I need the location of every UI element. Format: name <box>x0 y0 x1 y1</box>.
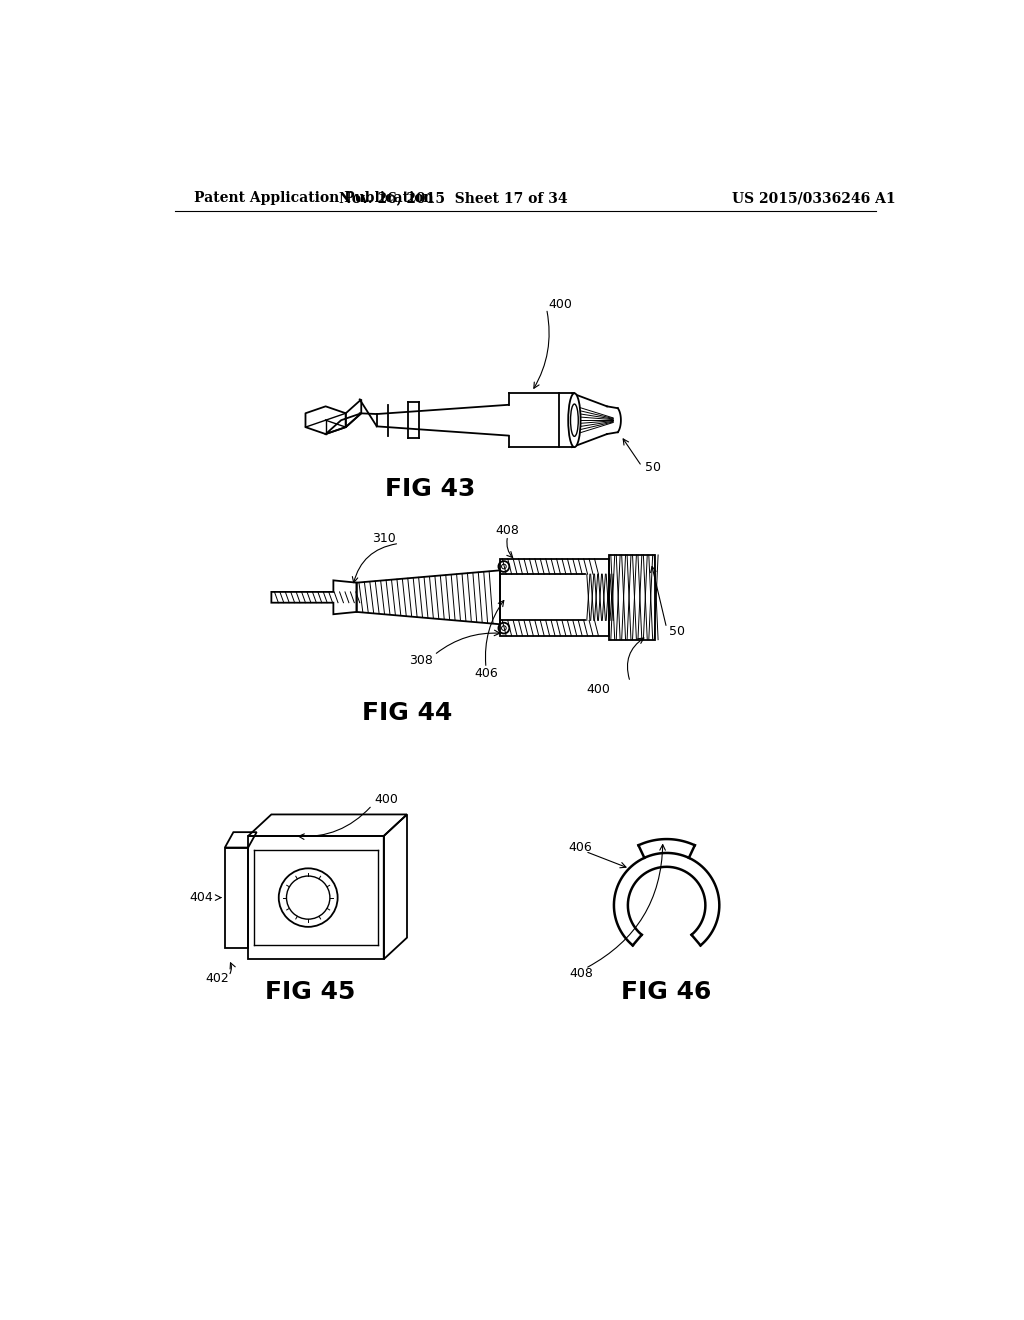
Text: 310: 310 <box>372 532 395 545</box>
Text: 400: 400 <box>549 298 572 312</box>
Text: 404: 404 <box>189 891 213 904</box>
Text: Patent Application Publication: Patent Application Publication <box>194 191 433 206</box>
Circle shape <box>502 626 506 631</box>
Ellipse shape <box>568 393 581 447</box>
Text: FIG 44: FIG 44 <box>361 701 453 725</box>
Text: 406: 406 <box>474 667 498 680</box>
Text: 408: 408 <box>496 524 520 537</box>
Text: FIG 43: FIG 43 <box>385 478 475 502</box>
Text: 50: 50 <box>669 626 685 639</box>
Circle shape <box>502 564 506 569</box>
Text: 50: 50 <box>645 462 660 474</box>
Text: US 2015/0336246 A1: US 2015/0336246 A1 <box>732 191 896 206</box>
Text: Nov. 26, 2015  Sheet 17 of 34: Nov. 26, 2015 Sheet 17 of 34 <box>339 191 568 206</box>
Text: 406: 406 <box>568 841 592 854</box>
Text: 400: 400 <box>587 684 610 696</box>
Text: 308: 308 <box>409 653 433 667</box>
Text: FIG 46: FIG 46 <box>622 979 712 1003</box>
Text: 400: 400 <box>375 793 398 807</box>
Text: 402: 402 <box>205 972 229 985</box>
Text: FIG 45: FIG 45 <box>265 979 355 1003</box>
Text: 408: 408 <box>569 966 594 979</box>
